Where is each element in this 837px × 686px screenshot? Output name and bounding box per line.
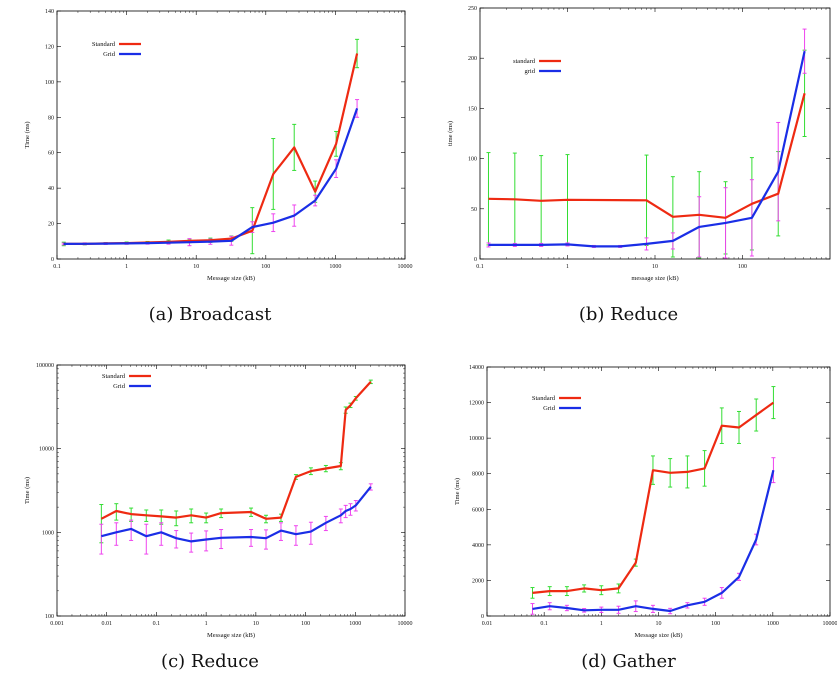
x-tick-label: 0.01 <box>101 621 112 627</box>
series-line-standard <box>100 381 372 520</box>
x-tick-label: 0.1 <box>53 264 61 270</box>
y-tick-label: 60 <box>48 151 54 157</box>
y-tick-label: 6000 <box>472 507 484 513</box>
x-axis-label: Message size (kB) <box>207 275 255 282</box>
y-tick-label: 200 <box>468 56 477 62</box>
x-tick-label: 1000 <box>349 621 361 627</box>
y-tick-label: 80 <box>48 115 54 121</box>
x-tick-label: 1 <box>125 264 128 270</box>
series-line-grid <box>63 108 359 245</box>
chart-gather: 0.01 0.1 1 10 100 1000 10000 0 2000 4000 6000 8000 1… <box>454 365 837 639</box>
y-axis-label: Time (ms) <box>24 121 31 148</box>
x-tick-label: 0.01 <box>482 621 493 627</box>
legend-label-standard: Standard <box>92 41 116 48</box>
series-line-grid <box>488 50 806 248</box>
caption-broadcast: (a) Broadcast <box>148 304 272 325</box>
y-tick-label: 100000 <box>36 363 54 369</box>
x-tick-label: 1000 <box>329 264 341 270</box>
y-axis-label: Time (ms) <box>24 477 31 504</box>
x-tick-label: 10000 <box>398 621 413 627</box>
plot-frame <box>56 10 406 260</box>
x-tick-label: 10 <box>193 264 199 270</box>
y-tick-label: 0 <box>481 614 484 620</box>
legend-label-grid: grid <box>525 68 536 75</box>
y-tick-label: 4000 <box>472 543 484 549</box>
x-tick-label: 100 <box>301 621 310 627</box>
plot-frame <box>479 7 831 260</box>
y-tick-label: 150 <box>468 106 477 112</box>
legend-label-grid: Grid <box>543 405 556 412</box>
y-tick-label: 100 <box>45 80 54 86</box>
x-tick-label: 100 <box>711 621 720 627</box>
y-tick-label: 20 <box>48 222 54 228</box>
panel-broadcast: 0.1 1 10 100 1000 10000 0 20 40 60 80 100 120 140 Mess… <box>0 0 420 345</box>
panel-reduce-linear: 0.1 1 10 100 0 50 100 150 200 250 message size (kB… <box>420 0 837 345</box>
x-tick-label: 1000 <box>767 621 779 627</box>
caption-reduce-linear: (b) Reduce <box>578 304 679 325</box>
y-axis-label: Time (ms) <box>454 478 461 505</box>
series-line-grid <box>101 486 372 543</box>
y-tick-label: 100 <box>45 614 54 620</box>
y-tick-label: 0 <box>474 257 477 263</box>
y-tick-label: 10000 <box>39 447 54 453</box>
plot-frame <box>56 364 406 617</box>
y-tick-label: 100 <box>468 157 477 163</box>
y-tick-label: 1000 <box>42 530 54 536</box>
caption-gather: (d) Gather <box>581 651 676 672</box>
y-tick-label: 50 <box>471 207 477 213</box>
x-tick-label: 10 <box>652 264 658 270</box>
legend-label-standard: Standard <box>532 395 556 402</box>
y-tick-label: 250 <box>468 6 477 12</box>
x-axis-label: Message size (kB) <box>207 632 255 639</box>
x-tick-label: 0.001 <box>50 621 64 627</box>
x-tick-label: 100 <box>738 264 747 270</box>
y-tick-label: 14000 <box>469 365 484 371</box>
y-tick-label: 2000 <box>472 578 484 584</box>
x-tick-label: 1 <box>566 264 569 270</box>
caption-reduce-log: (c) Reduce <box>161 651 259 672</box>
y-tick-label: 0 <box>51 257 54 263</box>
x-tick-label: 10000 <box>823 621 837 627</box>
legend-label-grid: Grid <box>103 51 116 58</box>
chart-reduce-log: 0.001 0.01 0.1 1 10 100 1000 10000 100 1000 10000 1… <box>24 363 413 639</box>
x-tick-label: 0.1 <box>476 264 484 270</box>
chart-reduce-linear: 0.1 1 10 100 0 50 100 150 200 250 message size (kB… <box>447 6 831 282</box>
x-tick-label: 10 <box>656 621 662 627</box>
x-tick-label: 100 <box>261 264 270 270</box>
x-tick-label: 1 <box>600 621 603 627</box>
series-line-standard <box>532 401 775 594</box>
series-line-grid <box>532 469 775 613</box>
y-tick-label: 8000 <box>472 472 484 478</box>
legend-label-grid: Grid <box>113 383 126 390</box>
y-tick-label: 140 <box>45 9 54 15</box>
y-tick-label: 10000 <box>469 436 484 442</box>
plot-frame <box>486 366 831 617</box>
panel-reduce-log: 0.001 0.01 0.1 1 10 100 1000 10000 100 1000 10000 1… <box>0 345 420 686</box>
x-axis-label: Message size (kB) <box>634 632 682 639</box>
panel-gather: 0.01 0.1 1 10 100 1000 10000 0 2000 4000 6000 8000 1… <box>420 345 837 686</box>
series-line-standard <box>63 53 359 245</box>
y-axis-label: time (ms) <box>447 121 454 146</box>
y-tick-label: 40 <box>48 186 54 192</box>
legend-label-standard: standard <box>513 58 536 65</box>
x-tick-label: 10000 <box>398 264 413 270</box>
legend-label-standard: Standard <box>102 373 126 380</box>
y-tick-label: 12000 <box>469 401 484 407</box>
chart-broadcast: 0.1 1 10 100 1000 10000 0 20 40 60 80 100 120 140 Mess… <box>24 9 413 282</box>
x-tick-label: 10 <box>253 621 259 627</box>
x-axis-label: message size (kB) <box>631 275 678 282</box>
x-tick-label: 0.1 <box>153 621 161 627</box>
y-tick-label: 120 <box>45 44 54 50</box>
x-tick-label: 0.1 <box>540 621 548 627</box>
x-tick-label: 1 <box>205 621 208 627</box>
